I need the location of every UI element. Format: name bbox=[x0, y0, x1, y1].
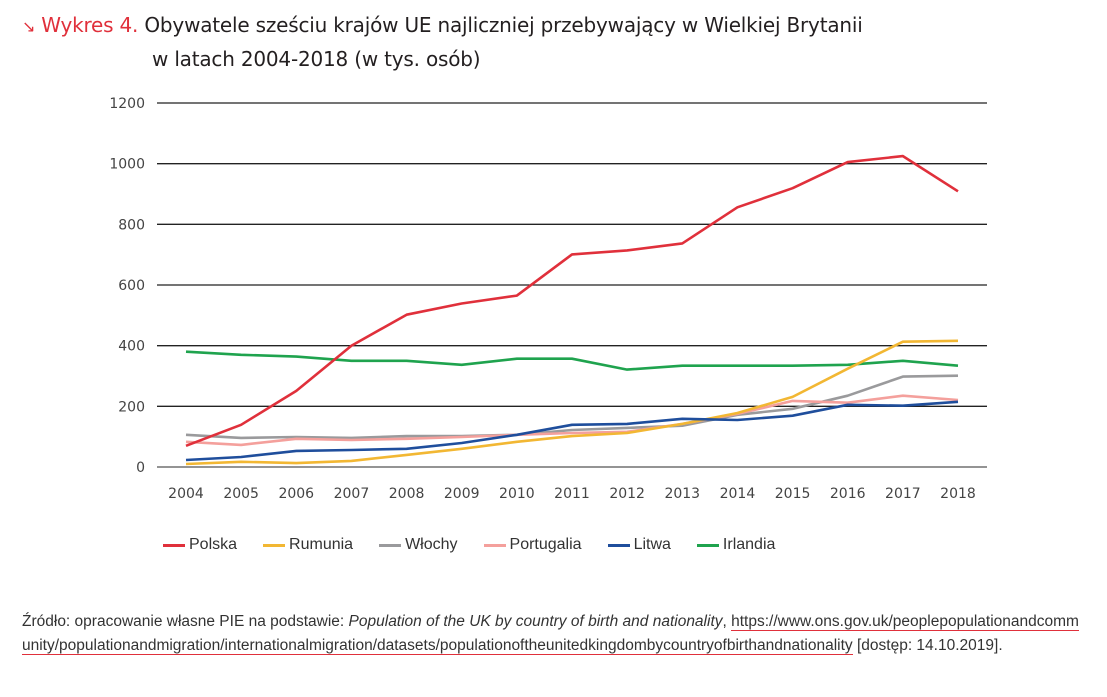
legend-label: Irlandia bbox=[722, 536, 776, 553]
legend-swatch bbox=[483, 543, 506, 547]
legend-item: Włochy bbox=[379, 536, 458, 554]
x-tick-label: 2018 bbox=[940, 486, 976, 502]
series-line-włochy bbox=[185, 374, 959, 440]
x-tick-label: 2008 bbox=[389, 486, 425, 502]
source-publication: Population of the UK by country of birth… bbox=[348, 613, 723, 630]
x-tick-label: 2017 bbox=[885, 486, 921, 502]
y-tick-label: 400 bbox=[118, 339, 145, 355]
y-axis-ticks: 0 200 400 600 800 1000 1200 bbox=[109, 96, 145, 476]
x-tick-label: 2007 bbox=[334, 486, 370, 502]
legend-item: Rumunia bbox=[263, 536, 353, 554]
legend-item: Polska bbox=[163, 536, 237, 554]
legend-item: Irlandia bbox=[696, 536, 776, 554]
x-tick-label: 2015 bbox=[775, 486, 811, 502]
legend-swatch bbox=[696, 543, 719, 547]
y-tick-label: 1200 bbox=[109, 96, 145, 112]
legend-swatch bbox=[163, 543, 185, 547]
source-note: Źródło: opracowanie własne PIE na podsta… bbox=[22, 610, 1087, 658]
x-tick-label: 2011 bbox=[554, 486, 590, 502]
gridlines bbox=[157, 102, 987, 468]
x-tick-label: 2014 bbox=[720, 486, 756, 502]
legend-label: Litwa bbox=[633, 536, 671, 553]
y-tick-label: 1000 bbox=[109, 157, 145, 173]
series-line-portugalia bbox=[185, 394, 959, 447]
x-tick-label: 2013 bbox=[664, 486, 700, 502]
series-line-litwa bbox=[185, 400, 959, 462]
chart-title: ↘ Wykres 4. Obywatele sześciu krajów UE n… bbox=[22, 9, 863, 75]
chart-legend: Polska Rumunia Włochy Portugalia Litwa Irland… bbox=[163, 536, 801, 554]
source-access-date: [dostęp: 14.10.2019]. bbox=[852, 637, 1003, 654]
series-line-polska bbox=[185, 154, 959, 448]
legend-label: Rumunia bbox=[289, 536, 354, 553]
x-axis-ticks: 2004 2005 2006 2007 2008 2009 2010 2011 2012 2013… bbox=[168, 486, 976, 502]
legend-label: Polska bbox=[189, 536, 238, 553]
arrow-down-right-icon: ↘ bbox=[22, 17, 36, 36]
x-tick-label: 2005 bbox=[223, 486, 259, 502]
x-tick-label: 2006 bbox=[278, 486, 314, 502]
title-line-2: w latach 2004-2018 (w tys. osób) bbox=[152, 47, 481, 71]
title-line-1: Obywatele sześciu krajów UE najliczniej … bbox=[144, 13, 863, 37]
y-tick-label: 200 bbox=[118, 399, 145, 415]
y-tick-label: 800 bbox=[118, 217, 145, 233]
x-tick-label: 2010 bbox=[499, 486, 535, 502]
x-tick-label: 2009 bbox=[444, 486, 480, 502]
legend-item: Litwa bbox=[607, 536, 671, 554]
legend-item: Portugalia bbox=[483, 536, 582, 554]
legend-label: Włochy bbox=[405, 536, 458, 553]
y-tick-label: 600 bbox=[118, 278, 145, 294]
source-link[interactable]: https://www.ons.gov.uk/peoplepopulationa… bbox=[22, 613, 1079, 655]
series-line-rumunia bbox=[185, 339, 959, 466]
chart-number: Wykres 4. bbox=[41, 13, 139, 37]
legend-swatch bbox=[379, 543, 402, 547]
x-tick-label: 2012 bbox=[609, 486, 645, 502]
source-prefix: Źródło: opracowanie własne PIE na podsta… bbox=[22, 613, 349, 630]
source-separator: , bbox=[722, 613, 732, 630]
x-tick-label: 2016 bbox=[830, 486, 866, 502]
legend-swatch bbox=[607, 543, 630, 547]
series-lines bbox=[185, 154, 959, 466]
x-tick-label: 2004 bbox=[168, 486, 204, 502]
y-tick-label: 0 bbox=[136, 460, 145, 476]
series-line-irlandia bbox=[185, 350, 959, 371]
legend-swatch bbox=[263, 543, 286, 547]
legend-label: Portugalia bbox=[509, 536, 582, 553]
